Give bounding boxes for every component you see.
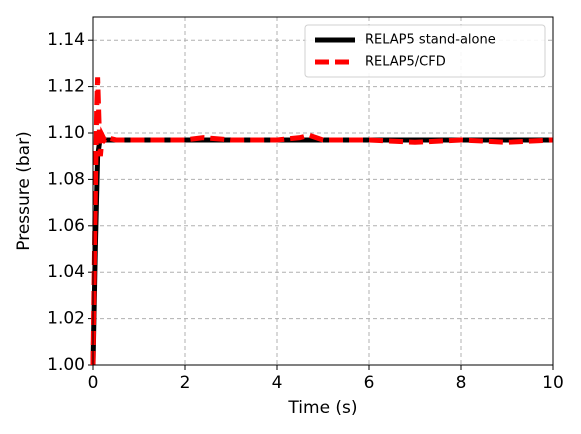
legend-label: RELAP5 stand-alone (365, 33, 496, 48)
series-line (90, 137, 553, 366)
y-tick-label: 1.02 (47, 309, 85, 329)
series-line (90, 77, 554, 366)
x-axis-label: Time (s) (287, 398, 357, 418)
y-tick-label: 1.06 (47, 216, 85, 236)
x-tick-label: 10 (542, 373, 564, 393)
y-tick-label: 1.08 (47, 169, 85, 189)
x-tick-label: 2 (180, 373, 191, 393)
y-tick-label: 1.04 (47, 262, 85, 282)
y-tick-label: 1.12 (47, 77, 85, 97)
y-tick-label: 1.14 (47, 30, 85, 50)
y-axis-label: Pressure (bar) (14, 131, 34, 250)
plot-frame (92, 16, 554, 366)
x-tick-label: 4 (272, 373, 283, 393)
x-tick-label: 8 (456, 373, 467, 393)
y-tick-label: 1.10 (47, 123, 85, 143)
x-tick-label: 6 (364, 373, 375, 393)
y-tick-label: 1.00 (47, 355, 85, 375)
legend-label: RELAP5/CFD (365, 55, 446, 70)
x-tick-label: 0 (88, 373, 99, 393)
legend-box (304, 24, 546, 78)
